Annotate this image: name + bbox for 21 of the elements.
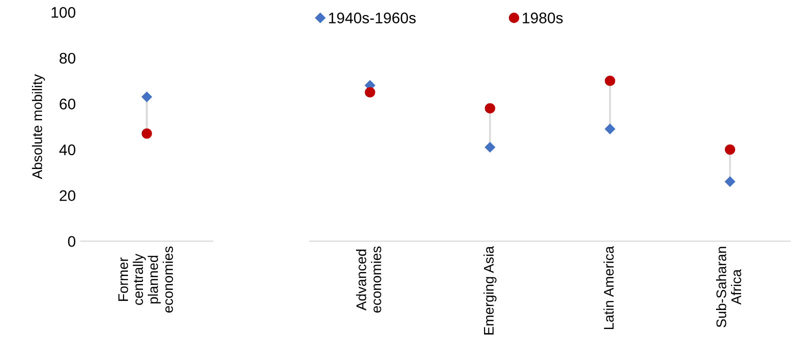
y-tick-label: 80 <box>60 52 76 64</box>
point <box>604 76 616 86</box>
x-tick-label: Latin America <box>604 246 614 330</box>
x-tick-label: Advanced economies <box>356 246 382 313</box>
y-axis-title: Absolute mobility <box>32 74 45 180</box>
point <box>484 103 496 114</box>
point <box>364 87 376 98</box>
point <box>724 176 736 187</box>
y-tick-label: 20 <box>60 190 76 202</box>
point <box>484 142 496 152</box>
y-tick-label: 40 <box>59 144 76 156</box>
y-tick-label: 100 <box>52 7 76 18</box>
point <box>604 124 616 134</box>
y-tick-label: 0 <box>68 236 76 247</box>
x-tick-label: Emerging Asia <box>484 246 496 334</box>
point <box>724 144 736 155</box>
legend-label: 1940s-1960s <box>329 12 416 24</box>
x-tick-label: Former centrally planned economies <box>118 246 173 313</box>
legend-label: 1980s <box>522 12 563 24</box>
x-tick-label: Sub-Saharan Africa <box>716 246 742 328</box>
y-tick-label: 60 <box>60 98 76 110</box>
